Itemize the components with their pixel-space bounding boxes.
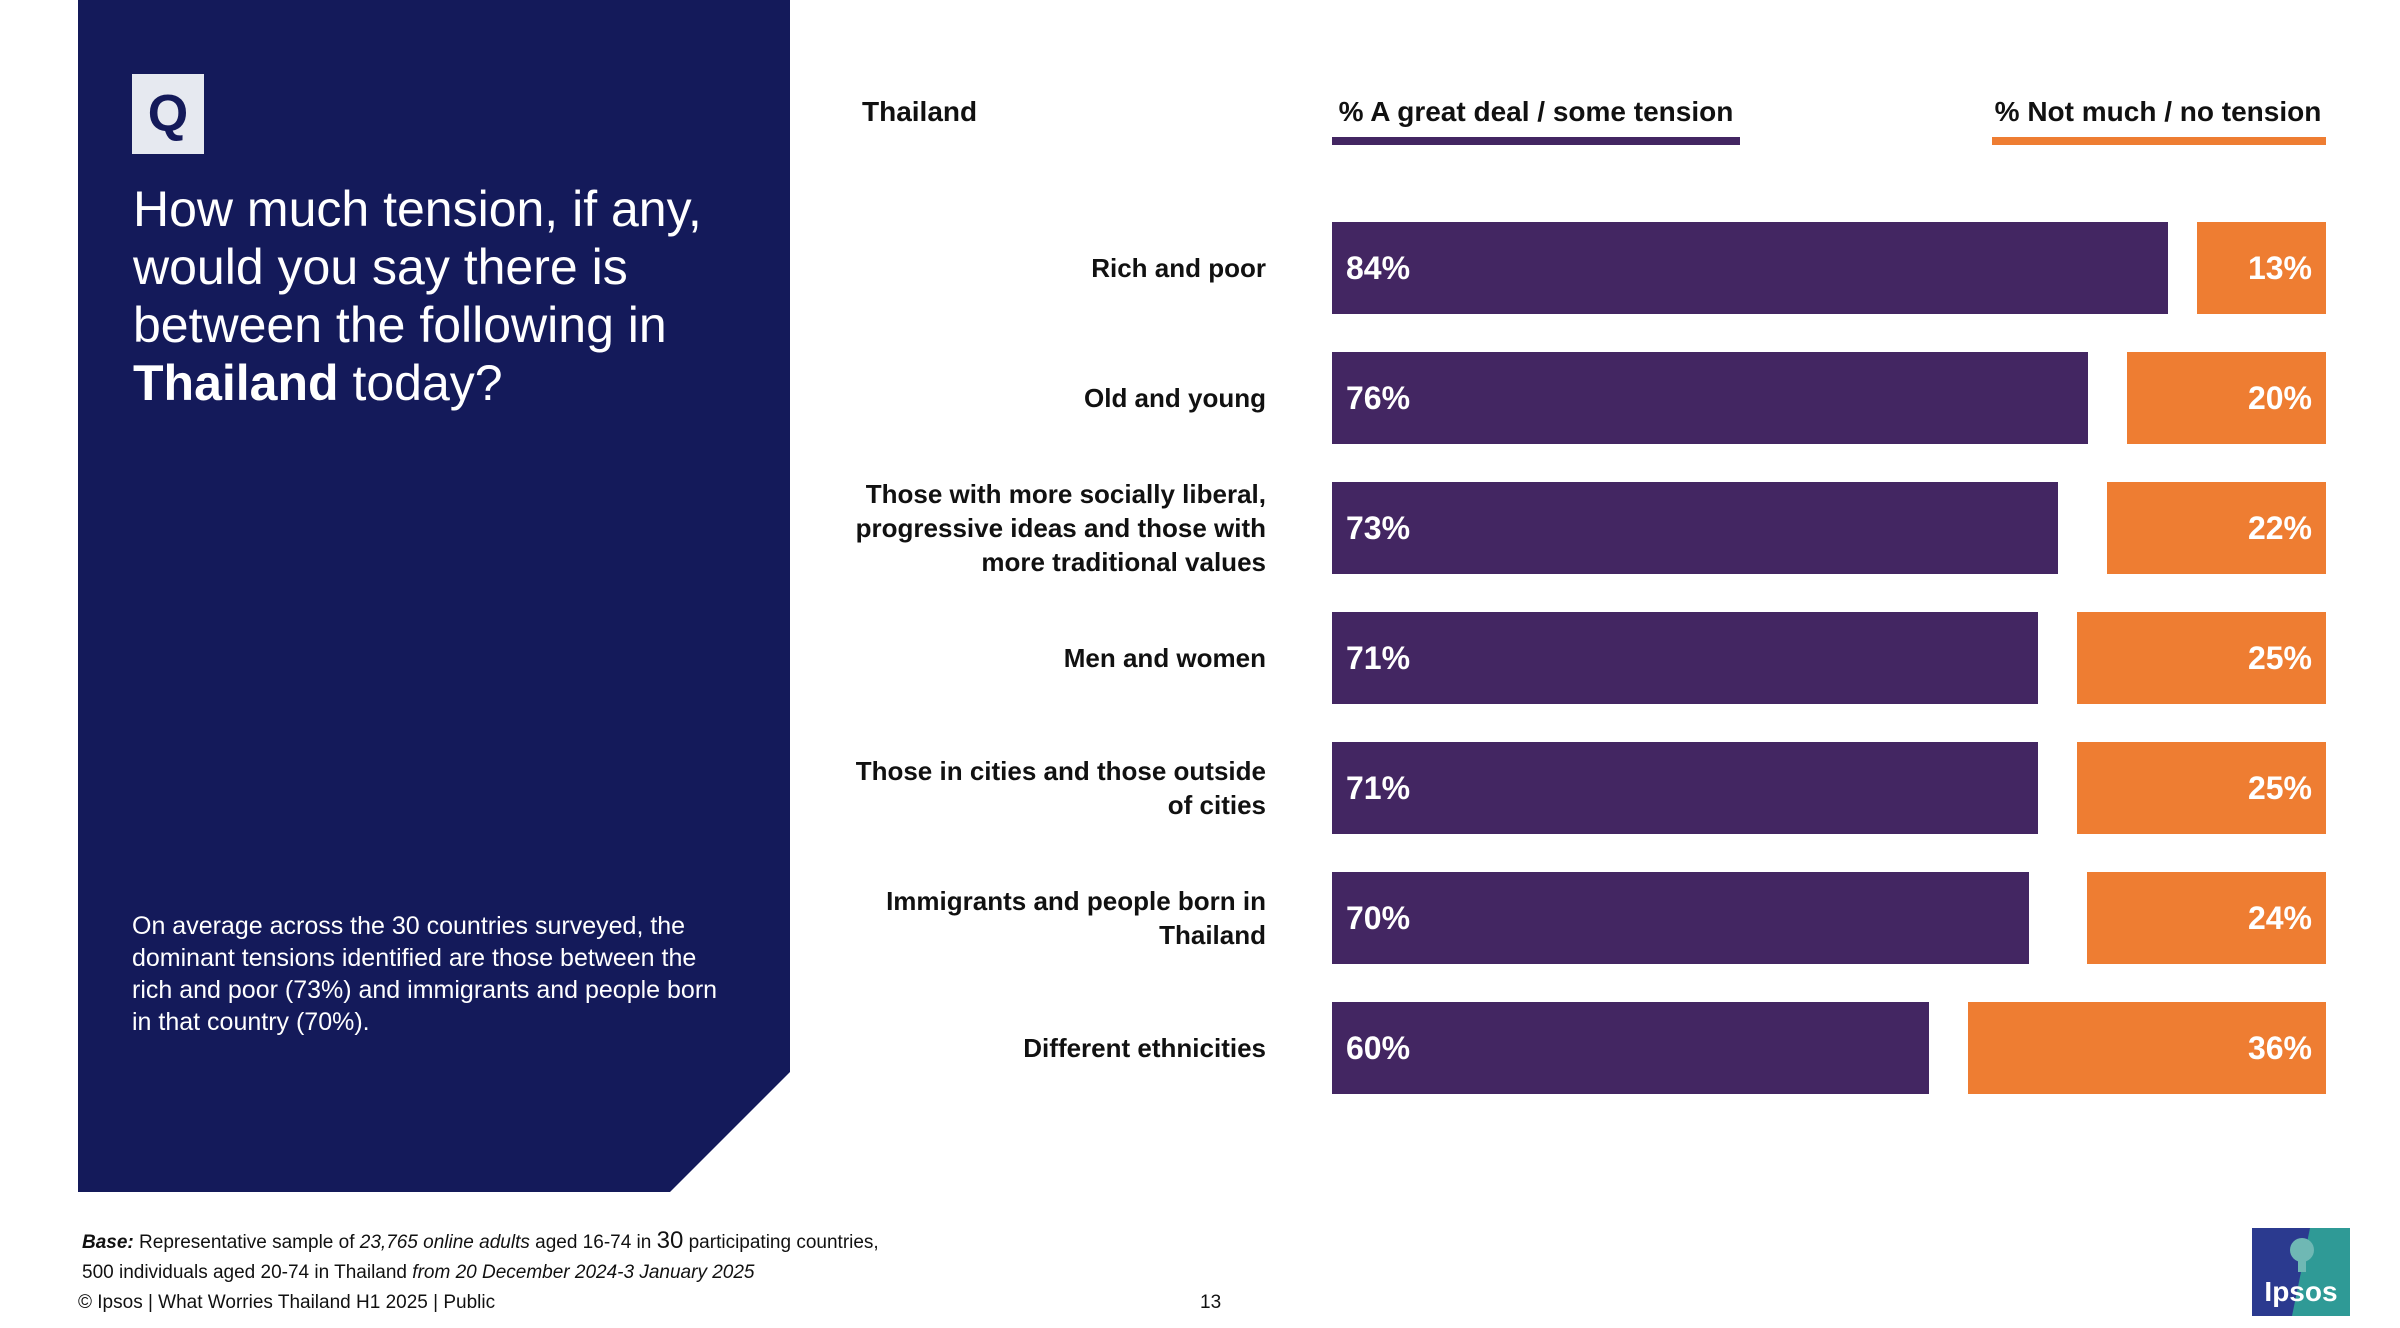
value-tension-rich-poor: 84% [1346, 250, 1411, 286]
value-no-tension-immigrants-natives: 24% [2247, 900, 2312, 936]
copyright: © Ipsos | What Worries Thailand H1 2025 … [78, 1292, 496, 1313]
value-no-tension-men-women: 25% [2247, 640, 2312, 676]
legend-no-tension: % Not much / no tension [1994, 96, 2322, 127]
bar-no-tension-rich-poor [2197, 222, 2326, 314]
bar-no-tension-old-young [2127, 352, 2326, 444]
bar-tension-cities-outside [1332, 742, 2038, 834]
logo-text: Ipsos [2264, 1276, 2338, 1307]
summary-note: On average across the 30 countries surve… [132, 912, 718, 1036]
value-tension-ethnicities: 60% [1346, 1030, 1411, 1066]
value-no-tension-ethnicities: 36% [2247, 1030, 2312, 1066]
bar-tension-rich-poor [1332, 222, 2168, 314]
category-label-ethnicities: Different ethnicities [1023, 1033, 1266, 1063]
bar-no-tension-immigrants-natives [2087, 872, 2326, 964]
bar-no-tension-ethnicities [1968, 1002, 2326, 1094]
bar-no-tension-cities-outside [2077, 742, 2326, 834]
page-number: 13 [1200, 1292, 1222, 1313]
value-tension-liberal-traditional: 73% [1346, 510, 1411, 546]
category-label-men-women: Men and women [1063, 643, 1266, 673]
legend-no-tension-swatch [1992, 137, 2326, 145]
question-text-start: How much tension, if any, would you say … [133, 181, 702, 353]
category-label-immigrants-natives: Immigrants and people born in Thailand [886, 886, 1266, 950]
base-text-1c: aged 16-74 in [529, 1232, 657, 1253]
category-label-cities-outside: Those in cities and those outside of cit… [855, 756, 1266, 820]
value-no-tension-cities-outside: 25% [2247, 770, 2312, 806]
bar-no-tension-men-women [2077, 612, 2326, 704]
value-tension-cities-outside: 71% [1346, 770, 1411, 806]
base-text-1a: Representative sample of [133, 1232, 360, 1253]
base-text-1e: participating countries, [683, 1232, 879, 1253]
bar-tension-old-young [1332, 352, 2088, 444]
category-label-old-young: Old and young [1084, 383, 1266, 413]
legend-tension: % A great deal / some tension [1338, 96, 1734, 127]
question-text: How much tension, if any, would you say … [133, 180, 733, 412]
category-label-liberal-traditional: Those with more socially liberal, progre… [855, 479, 1266, 577]
ipsos-logo: Ipsos [2252, 1228, 2350, 1316]
bar-tension-immigrants-natives [1332, 872, 2029, 964]
bar-tension-ethnicities [1332, 1002, 1929, 1094]
base-note: Base: Representative sample of 23,765 on… [82, 1226, 982, 1288]
base-label: Base: [82, 1232, 134, 1253]
bar-no-tension-liberal-traditional [2107, 482, 2326, 574]
base-text-2a: 500 individuals aged 20-74 in Thailand [82, 1262, 413, 1283]
question-country: Thailand [133, 355, 339, 411]
category-label-rich-poor: Rich and poor [1091, 253, 1266, 283]
base-text-2b: from 20 December 2024-3 January 2025 [412, 1262, 755, 1283]
value-tension-old-young: 76% [1346, 380, 1411, 416]
legend-tension-swatch [1332, 137, 1740, 145]
value-no-tension-rich-poor: 13% [2247, 250, 2312, 286]
value-no-tension-old-young: 20% [2247, 380, 2312, 416]
question-panel [78, 0, 790, 1192]
chart-title: Thailand [862, 96, 978, 127]
question-text-end: today? [338, 355, 503, 411]
value-no-tension-liberal-traditional: 22% [2247, 510, 2312, 546]
base-text-1b: 23,765 online adults [359, 1232, 530, 1253]
base-text-1d: 30 [656, 1227, 684, 1254]
value-tension-men-women: 71% [1346, 640, 1411, 676]
value-tension-immigrants-natives: 70% [1346, 900, 1411, 936]
logo-mark-icon [2252, 1228, 2350, 1316]
bar-tension-men-women [1332, 612, 2038, 704]
question-badge: Q [132, 74, 204, 154]
bar-tension-liberal-traditional [1332, 482, 2058, 574]
